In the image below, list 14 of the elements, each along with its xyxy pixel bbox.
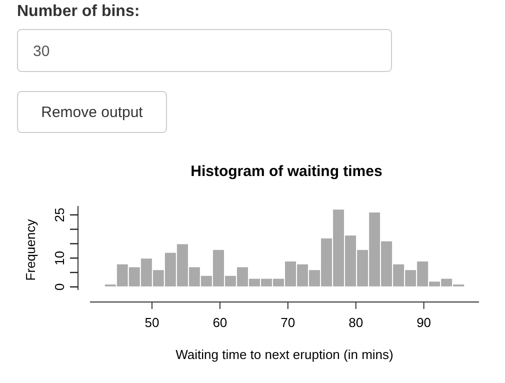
x-tick-label: 50 bbox=[144, 315, 160, 330]
x-tick-label: 60 bbox=[212, 315, 228, 330]
y-axis-title: Frequency bbox=[23, 218, 38, 281]
x-tick-label: 70 bbox=[280, 315, 296, 330]
y-tick-label: 10 bbox=[52, 250, 67, 266]
x-tick-label: 90 bbox=[416, 315, 432, 330]
chart-title: Histogram of waiting times bbox=[190, 163, 382, 180]
x-tick-label: 80 bbox=[348, 315, 364, 330]
number-input: 30 bbox=[17, 29, 392, 72]
x-axis-title: Waiting time to next eruption (in mins) bbox=[176, 347, 394, 362]
button: Remove output bbox=[17, 91, 167, 133]
text: Number of bins: bbox=[17, 3, 140, 20]
y-tick-label: 25 bbox=[52, 208, 67, 222]
y-tick-label: 0 bbox=[52, 283, 67, 291]
